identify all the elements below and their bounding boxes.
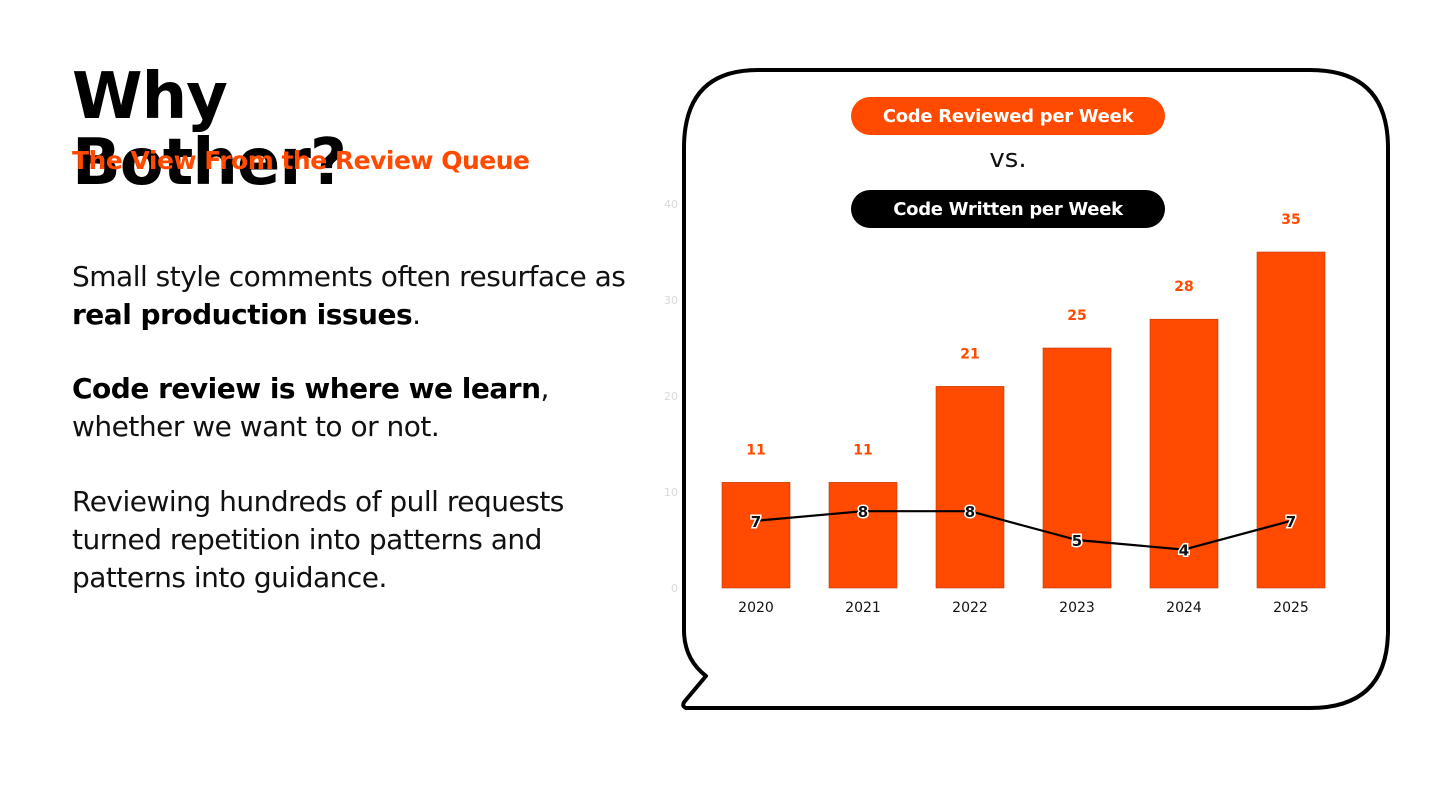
paragraph-production-issues: Small style comments often resurface as … xyxy=(72,258,632,334)
x-tick-label: 2020 xyxy=(738,600,774,616)
line-value-label: 8 xyxy=(858,503,868,521)
line-series xyxy=(755,510,1292,551)
bar-value-label: 11 xyxy=(853,442,872,458)
paragraph-patterns: Reviewing hundreds of pull requests turn… xyxy=(72,483,632,597)
bar-value-label: 21 xyxy=(960,346,979,362)
y-tick-label: 40 xyxy=(664,198,678,211)
para2-text: , whether we want to or not. xyxy=(72,372,549,443)
line-value-label: 7 xyxy=(1286,513,1296,531)
bar xyxy=(828,482,898,589)
legend-written-pill: Code Written per Week xyxy=(851,190,1165,228)
title-line-1: Why xyxy=(72,60,228,134)
line-value-label: 5 xyxy=(1072,532,1082,550)
y-tick-label: 10 xyxy=(664,486,678,499)
bar xyxy=(721,482,791,589)
y-tick-label: 20 xyxy=(664,390,678,403)
para2-bold: Code review is where we learn xyxy=(72,372,541,405)
para1-tail: . xyxy=(412,298,421,331)
line-value-label: 8 xyxy=(965,503,975,521)
legend-reviewed-label: Code Reviewed per Week xyxy=(882,105,1134,127)
paragraph-where-we-learn: Code review is where we learn, whether w… xyxy=(72,370,632,446)
para1-bold: real production issues xyxy=(72,298,413,331)
x-tick-label: 2021 xyxy=(845,600,881,616)
x-tick-label: 2022 xyxy=(952,600,988,616)
legend-written-label: Code Written per Week xyxy=(893,198,1123,220)
bar xyxy=(935,386,1005,589)
para3-text: Reviewing hundreds of pull requests turn… xyxy=(72,485,564,594)
bar-value-label: 25 xyxy=(1067,308,1086,324)
slide-title: Why Bother? xyxy=(72,64,347,196)
review-vs-written-chart: 0 10 20 30 40 11 2020 11 2021 21 2022 25 2023 28 2024 3… xyxy=(664,198,1326,616)
title-line-2: Bother? xyxy=(72,126,347,200)
line-value-label: 7 xyxy=(751,513,761,531)
bar xyxy=(1256,251,1326,589)
x-tick-label: 2025 xyxy=(1273,600,1309,616)
slide-subtitle: The View From the Review Queue xyxy=(72,146,530,175)
bar xyxy=(1042,347,1112,589)
para1-text: Small style comments often resurface as xyxy=(72,260,626,293)
bar-value-label: 35 xyxy=(1281,212,1300,228)
bar-value-label: 11 xyxy=(746,442,765,458)
x-tick-label: 2023 xyxy=(1059,600,1095,616)
y-tick-label: 30 xyxy=(664,294,678,307)
y-tick-label: 0 xyxy=(671,582,678,595)
bar-value-label: 28 xyxy=(1174,279,1193,295)
line-value-label: 4 xyxy=(1179,542,1189,560)
x-tick-label: 2024 xyxy=(1166,600,1202,616)
legend-vs: vs. xyxy=(989,144,1027,174)
legend-reviewed-pill: Code Reviewed per Week xyxy=(851,97,1165,135)
